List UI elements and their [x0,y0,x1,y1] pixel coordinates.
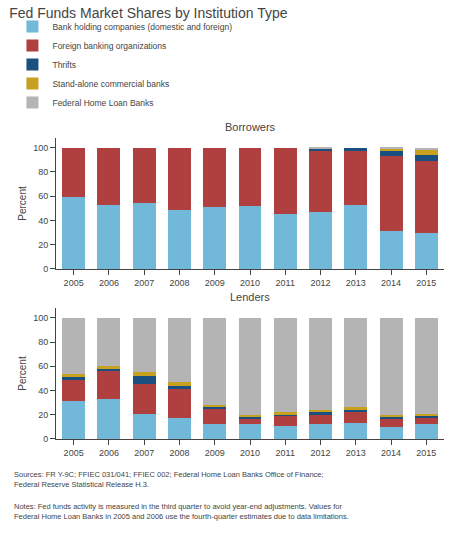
svg-text:Bank holding companies (domest: Bank holding companies (domestic and for… [52,22,232,32]
svg-text:Federal Home Loan Banks: Federal Home Loan Banks [52,98,153,108]
svg-text:2005: 2005 [64,448,84,458]
svg-text:2010: 2010 [240,278,260,288]
svg-text:2014: 2014 [381,278,401,288]
svg-text:2007: 2007 [134,278,154,288]
svg-text:40: 40 [38,386,48,396]
svg-text:Lenders: Lenders [230,291,270,303]
svg-text:Notes: Fed funds activity is m: Notes: Fed funds activity is measured in… [14,502,349,521]
svg-text:2014: 2014 [381,448,401,458]
svg-text:Thrifts: Thrifts [52,60,76,70]
svg-text:20: 20 [38,410,48,420]
svg-text:2007: 2007 [134,448,154,458]
svg-text:2015: 2015 [416,278,436,288]
svg-text:60: 60 [38,191,48,201]
svg-text:2008: 2008 [169,448,189,458]
svg-text:0: 0 [43,264,48,274]
svg-text:2015: 2015 [416,448,436,458]
svg-text:40: 40 [38,216,48,226]
svg-text:2008: 2008 [169,278,189,288]
svg-text:2012: 2012 [311,448,331,458]
svg-text:Foreign banking organizations: Foreign banking organizations [52,41,166,51]
svg-text:2013: 2013 [346,278,366,288]
svg-text:2012: 2012 [311,278,331,288]
svg-text:0: 0 [43,434,48,444]
svg-text:Percent: Percent [17,356,28,391]
svg-text:Stand-alone commercial banks: Stand-alone commercial banks [52,79,169,89]
svg-text:2011: 2011 [276,278,295,288]
svg-text:2006: 2006 [99,278,119,288]
svg-text:2011: 2011 [276,448,295,458]
svg-text:2009: 2009 [205,448,225,458]
svg-text:20: 20 [38,240,48,250]
svg-text:Sources: FR Y-9C; FFIEC 031/04: Sources: FR Y-9C; FFIEC 031/041; FFIEC 0… [14,470,324,489]
svg-text:60: 60 [38,361,48,371]
svg-text:80: 80 [38,337,48,347]
svg-text:2009: 2009 [205,278,225,288]
svg-text:80: 80 [38,167,48,177]
svg-text:2005: 2005 [64,278,84,288]
svg-text:100: 100 [33,143,48,153]
svg-text:2006: 2006 [99,448,119,458]
svg-text:Borrowers: Borrowers [225,121,276,133]
svg-text:Percent: Percent [17,186,28,221]
svg-text:Fed Funds Market Shares by Ins: Fed Funds Market Shares by Institution T… [9,5,288,21]
svg-text:2013: 2013 [346,448,366,458]
svg-text:2010: 2010 [240,448,260,458]
svg-text:100: 100 [33,313,48,323]
